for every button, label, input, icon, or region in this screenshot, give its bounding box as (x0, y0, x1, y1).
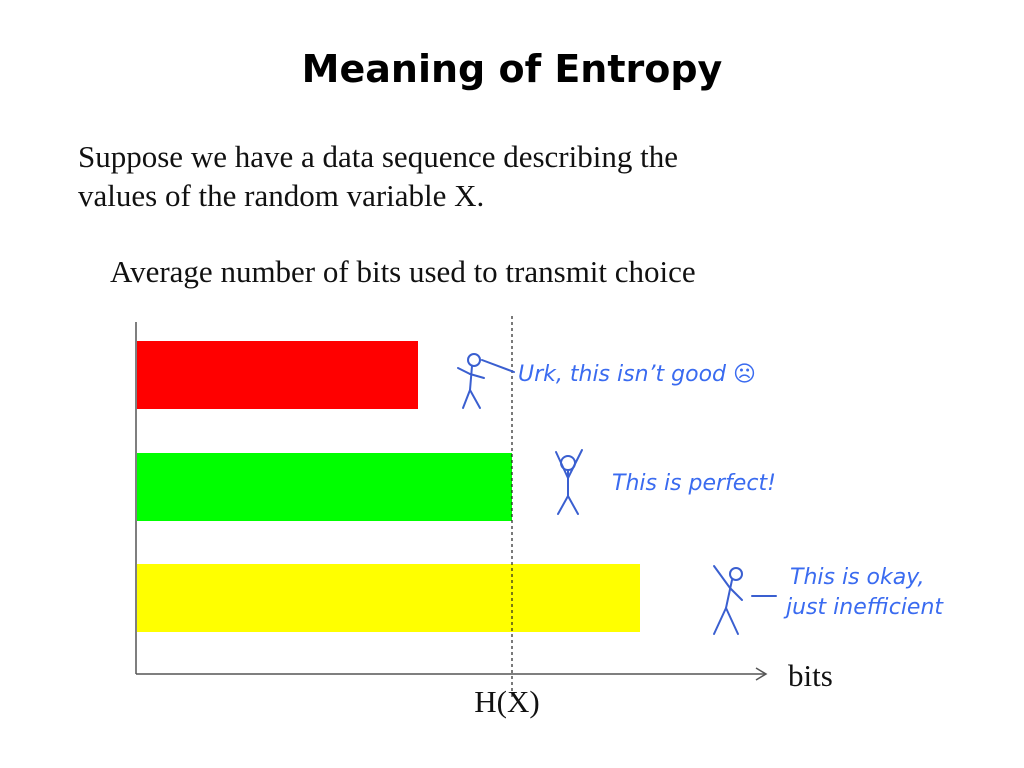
x-axis-label: bits (788, 658, 833, 693)
annotation: Urk, this isn’t good ☹ (518, 362, 756, 387)
stick-figure-okay (713, 565, 777, 635)
bar-short (137, 341, 418, 409)
slide-title: Meaning of Entropy (302, 47, 723, 91)
annotation: This is okay, (790, 565, 925, 590)
bar-long (137, 564, 640, 632)
annotation: This is perfect! (612, 471, 776, 496)
stick-figure-sad (457, 353, 515, 409)
intro-line: values of the random variable X. (78, 178, 484, 213)
annotation: just inefficient (783, 595, 944, 620)
intro-line: Suppose we have a data sequence describi… (78, 139, 678, 174)
subtitle: Average number of bits used to transmit … (110, 254, 696, 289)
axis-arrow (755, 667, 768, 681)
stick-figure-happy (555, 449, 583, 515)
bar-exact (137, 453, 512, 521)
entropy-label: H(X) (474, 684, 539, 719)
